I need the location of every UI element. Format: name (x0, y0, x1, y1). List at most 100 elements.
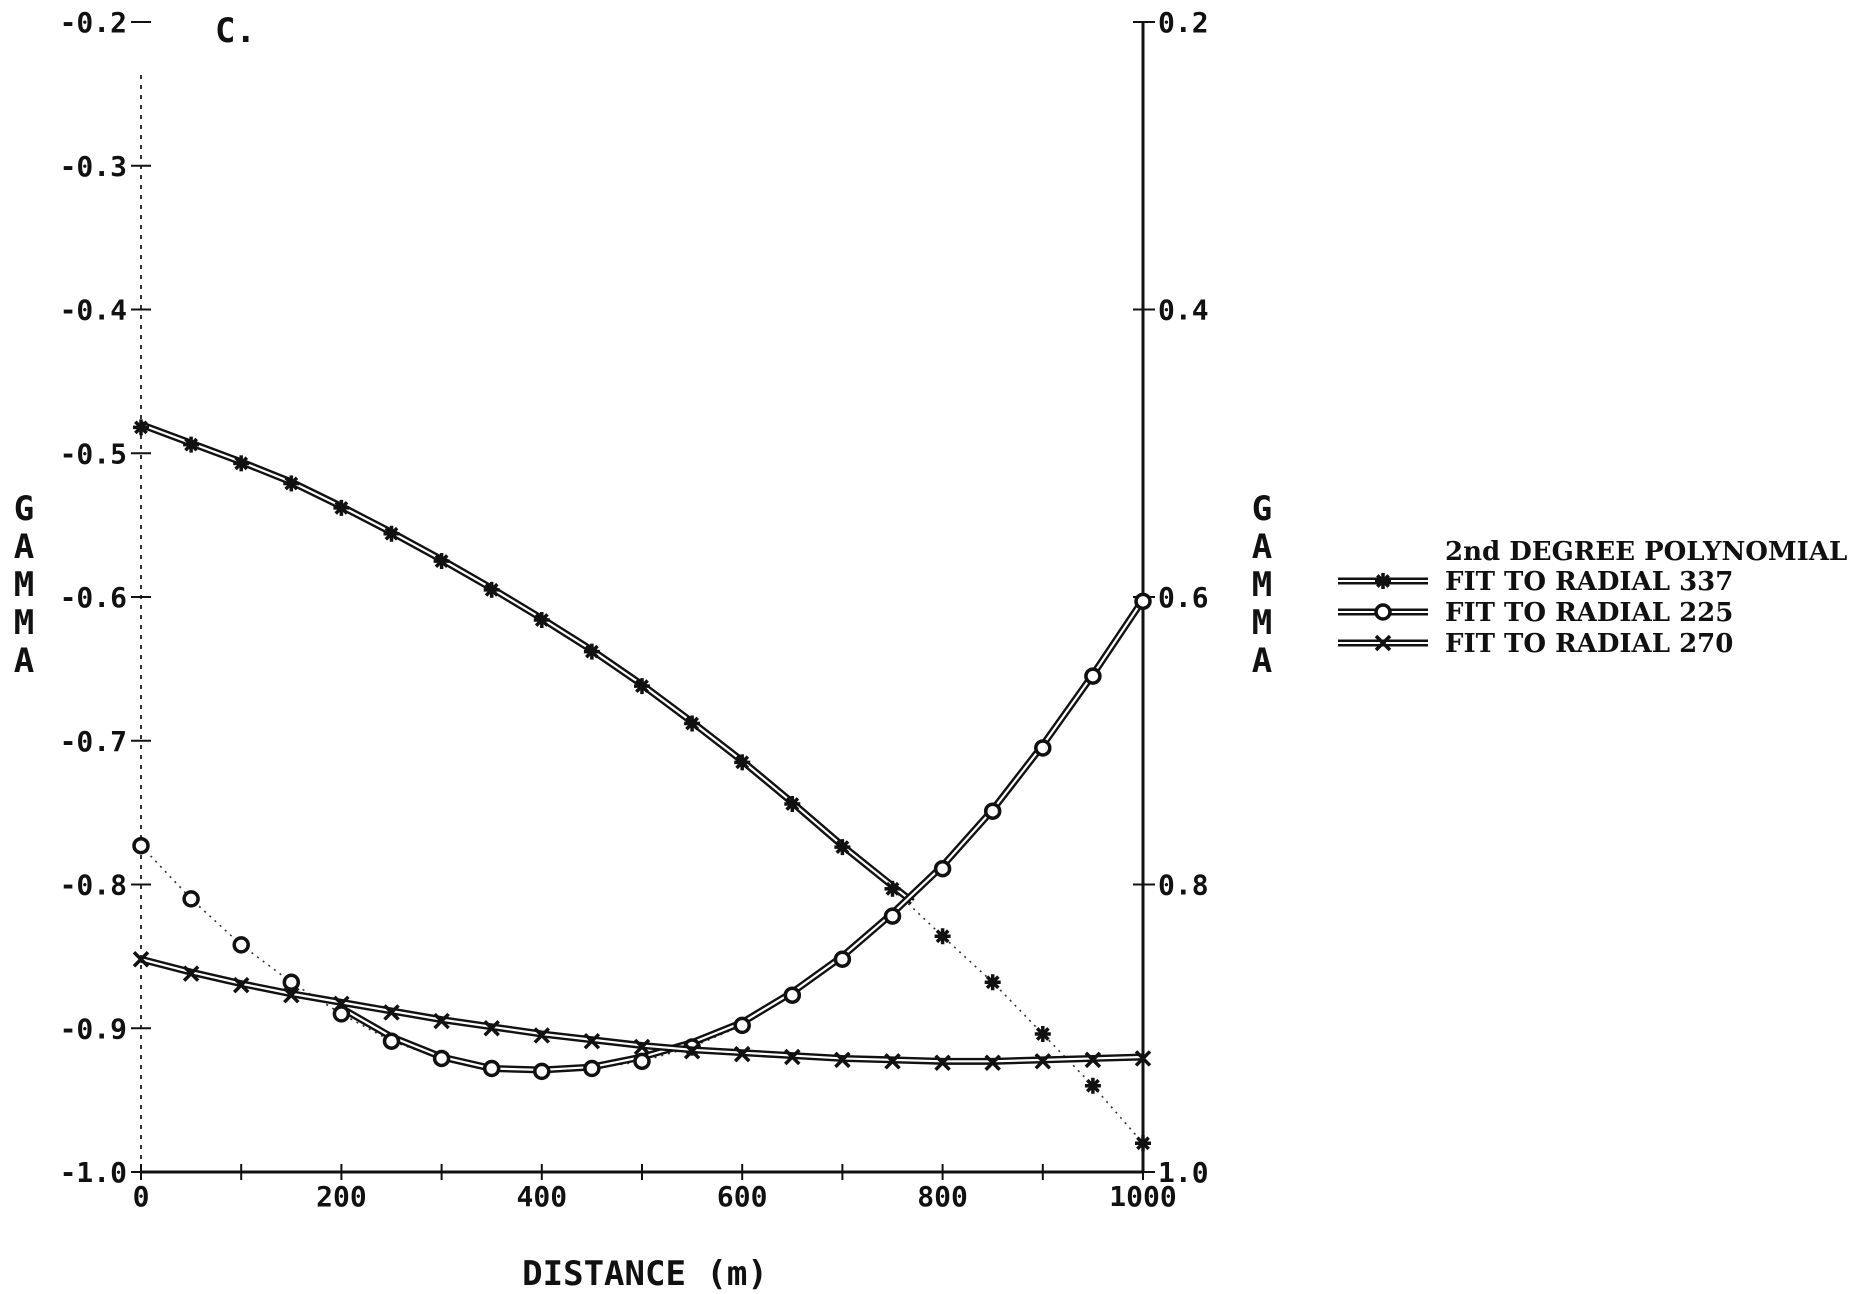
right-y-tick-label: 0.4 (1158, 294, 1209, 327)
left-y-tick-label: -0.8 (60, 869, 127, 902)
series-point-x (583, 1032, 601, 1050)
axes (140, 22, 1145, 1174)
legend-entry: FIT TO RADIAL 337 (1338, 567, 1733, 597)
series-fit-line-outer (339, 597, 1146, 1074)
series-point-circle (633, 1052, 651, 1071)
series-point-x (182, 965, 200, 982)
series-layer (132, 419, 1152, 1152)
x-tick-label: 800 (917, 1180, 968, 1213)
series-point-circle (883, 907, 902, 925)
series-point-x (1374, 634, 1392, 652)
right-y-tick-label: 0.2 (1158, 6, 1209, 39)
series-x (132, 951, 1152, 1071)
series-dotted-line (140, 600, 1144, 1073)
series-dotted-line (140, 426, 1144, 1144)
x-tick-label: 1000 (1109, 1180, 1176, 1213)
series-point-x (283, 986, 300, 1004)
series-point-star (383, 525, 400, 542)
legend-label: FIT TO RADIAL 337 (1445, 567, 1733, 597)
series-point-circle (833, 950, 852, 968)
series-point-star (834, 839, 851, 856)
series-point-star (934, 928, 951, 945)
series-point-x (683, 1043, 701, 1060)
left-y-tick-label: -0.2 (60, 6, 127, 39)
left-y-tick-label: -0.9 (60, 1012, 127, 1045)
series-point-x (984, 1054, 1001, 1071)
series-point-star (684, 715, 701, 732)
series-point-star (734, 754, 751, 771)
series-point-circle (382, 1032, 401, 1050)
series-point-x (132, 951, 150, 968)
series-fit-line-inner (140, 423, 914, 903)
series-point-x (232, 976, 250, 994)
left-y-tick-label: -0.5 (60, 437, 127, 470)
x-tick-label: 600 (717, 1180, 768, 1213)
legend-entry: FIT TO RADIAL 270 (1338, 629, 1733, 659)
x-ticks: 0 200 400 600 800 1000 (133, 1164, 1177, 1213)
left-y-tick-label: -0.3 (60, 150, 127, 183)
series-point-circle (1134, 592, 1152, 611)
series-point-circle (482, 1059, 501, 1078)
left-y-tick-label: -0.7 (60, 725, 127, 758)
series-point-circle (733, 1016, 751, 1035)
series-point-star (183, 436, 200, 453)
series-point-circle (1034, 739, 1052, 757)
series-point-star (433, 553, 450, 570)
series-point-x (533, 1027, 551, 1044)
x-tick-label: 200 (316, 1180, 367, 1213)
series-point-circle (933, 859, 952, 878)
series-point-x (784, 1048, 801, 1066)
right-y-ticks: 0.2 0.4 0.6 0.8 1.0 (1133, 6, 1209, 1189)
series-point-star (233, 455, 250, 472)
series-point-x (633, 1038, 651, 1056)
series-point-circle (132, 836, 150, 855)
series-point-circle (583, 1059, 601, 1078)
series-point-circle (182, 890, 200, 908)
series-point-star (634, 678, 650, 695)
series-point-star (533, 612, 550, 628)
series-point-circle (533, 1062, 551, 1081)
series-point-x (1134, 1050, 1152, 1067)
series-point-circle (1084, 667, 1102, 685)
series-point-star (1375, 573, 1391, 589)
x-tick-label: 0 (133, 1180, 150, 1213)
left-y-tick-label: -1.0 (60, 1156, 127, 1189)
right-y-tick-label: 1.0 (1158, 1156, 1209, 1189)
legend-entry: FIT TO RADIAL 225 (1338, 598, 1733, 628)
left-y-ticks: -0.2 -0.3 -0.4 -0.5 -0.6 -0.7 -0.8 -0.9 -1.0 (60, 6, 151, 1189)
series-point-star (283, 475, 300, 492)
legend-title: 2nd DEGREE POLYNOMIAL (1445, 537, 1847, 567)
series-point-star (583, 643, 600, 660)
series-point-x (884, 1053, 901, 1070)
series-point-x (733, 1045, 751, 1063)
series-point-circle (332, 1005, 351, 1023)
left-y-tick-label: -0.6 (60, 581, 127, 614)
series-point-x (483, 1020, 500, 1037)
series-star (133, 419, 1151, 1152)
right-y-tick-label: 0.6 (1158, 581, 1209, 614)
x-axis-title: DISTANCE (m) (522, 1254, 768, 1294)
series-point-circle (232, 936, 250, 954)
series-fit-line-outer (139, 421, 915, 905)
legend-label: FIT TO RADIAL 270 (1445, 629, 1733, 659)
series-point-x (1084, 1051, 1102, 1069)
legend: 2nd DEGREE POLYNOMIAL FIT TO RADIAL 337F… (1338, 537, 1847, 659)
series-point-x (934, 1054, 951, 1071)
x-tick-label: 400 (517, 1180, 568, 1213)
series-point-star (984, 974, 1001, 991)
series-point-star (1084, 1077, 1101, 1094)
series-point-star (784, 796, 801, 812)
series-point-x (834, 1051, 851, 1069)
series-point-circle (783, 986, 802, 1004)
series-point-circle (432, 1049, 451, 1068)
series-point-x (333, 995, 350, 1013)
series-point-star (483, 581, 500, 598)
legend-label: FIT TO RADIAL 225 (1445, 598, 1733, 628)
series-point-star (133, 419, 149, 436)
series-point-star (333, 499, 350, 516)
series-point-star (1034, 1026, 1051, 1042)
series-point-star (884, 880, 901, 897)
series-point-x (1034, 1053, 1052, 1070)
